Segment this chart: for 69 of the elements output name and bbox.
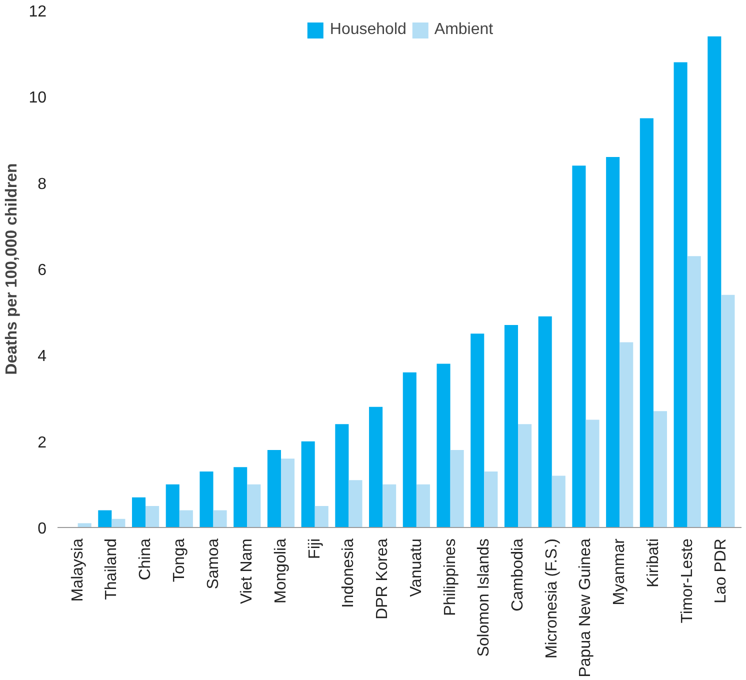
- bar: [348, 480, 362, 528]
- bar: [280, 458, 295, 528]
- bar: [504, 325, 518, 528]
- bar: [247, 484, 261, 528]
- x-tick-label: Timor-Leste: [678, 538, 696, 624]
- x-tick-label: Cambodia: [510, 538, 527, 612]
- bar: [674, 62, 688, 528]
- x-tick-label: Fiji: [306, 538, 324, 559]
- bar: [470, 334, 484, 528]
- x-tick-label: Philippines: [442, 538, 459, 616]
- bar: [518, 424, 532, 528]
- y-tick-label: 6: [38, 262, 47, 279]
- bar: [450, 450, 464, 528]
- x-tick-label: Papua New Guinea: [577, 538, 594, 678]
- bar: [179, 510, 193, 528]
- bar: [314, 506, 328, 528]
- x-tick-label: Myanmar: [611, 538, 628, 606]
- x-tick-label: Micronesia (F.S.): [543, 538, 560, 659]
- x-tick-label: Samoa: [204, 538, 222, 590]
- x-tick-label: DPR Korea: [374, 538, 392, 620]
- x-tick-label: Lao PDR: [712, 538, 730, 604]
- bar: [369, 406, 383, 528]
- bar: [653, 411, 668, 528]
- bar: [721, 294, 735, 528]
- bar: [382, 484, 396, 528]
- bar: [586, 420, 600, 528]
- bar: [538, 316, 552, 528]
- x-tick-label: Kiribati: [644, 538, 662, 588]
- x-tick-label: Tonga: [170, 538, 188, 582]
- bar: [484, 471, 498, 528]
- bar: [234, 467, 248, 528]
- y-tick-label: 0: [38, 520, 47, 538]
- y-tick-label: 2: [38, 434, 47, 452]
- x-tick-label: Malaysia: [69, 538, 86, 602]
- bar: [708, 36, 722, 528]
- y-tick-label: 8: [38, 176, 47, 193]
- x-tick-label: Thailand: [103, 538, 120, 600]
- bar: [687, 256, 701, 528]
- bar: [146, 506, 160, 528]
- bar: [132, 497, 146, 528]
- y-tick-label: 4: [38, 348, 47, 366]
- bar: [572, 166, 586, 528]
- bar: [267, 450, 281, 528]
- x-tick-label: Viet Nam: [238, 538, 256, 604]
- bar: [552, 476, 566, 528]
- legend-label: Ambient: [434, 21, 494, 39]
- bar: [335, 424, 349, 528]
- bar: [200, 471, 214, 528]
- bar: [640, 118, 654, 528]
- bar: [436, 364, 450, 528]
- bar: [606, 156, 620, 528]
- y-axis-title: Deaths per 100,000 children: [4, 163, 21, 375]
- bar: [301, 441, 315, 528]
- bar: [166, 484, 180, 528]
- y-tick-label: 12: [28, 4, 47, 20]
- y-tick-label: 10: [28, 90, 47, 107]
- x-tick-label: Indonesia: [340, 538, 358, 608]
- bar: [213, 510, 227, 528]
- x-tick-label: Vanuatu: [408, 538, 425, 597]
- x-tick-label: Mongolia: [272, 538, 290, 604]
- bar: [112, 518, 126, 528]
- x-tick-label: China: [137, 538, 154, 580]
- bar: [620, 342, 634, 528]
- legend-label: Household: [330, 21, 406, 39]
- bar: [402, 372, 416, 528]
- x-tick-label: Solomon Islands: [476, 538, 493, 657]
- bar: [98, 510, 112, 528]
- bar: [416, 484, 430, 528]
- bar: [78, 523, 92, 528]
